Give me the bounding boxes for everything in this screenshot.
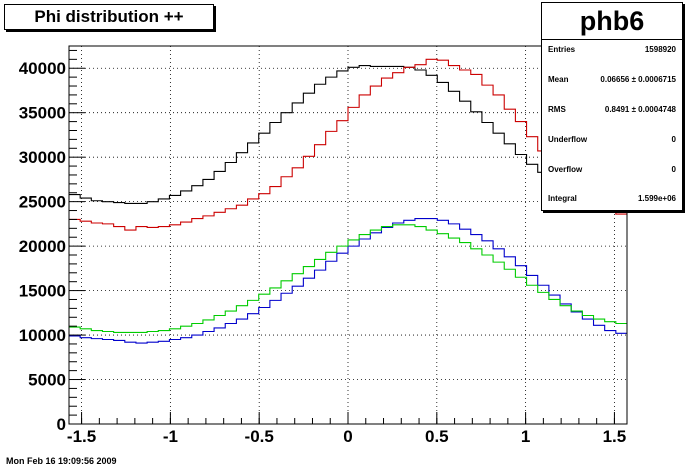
- x-tick-label: -1.5: [67, 427, 96, 446]
- stats-row-mean: Mean 0.06656 ± 0.0006715: [548, 75, 676, 84]
- y-tick-labels: 0 5000 10000 15000 20000 25000 30000 35000 40000: [19, 59, 66, 434]
- x-tick-label: 1: [521, 427, 530, 446]
- y-tick-label: 35000: [19, 104, 66, 123]
- x-tick-label: 0: [343, 427, 352, 446]
- y-tick-label: 20000: [19, 237, 66, 256]
- stats-row-integral: Integral 1.599e+06: [548, 194, 676, 203]
- series-line: [69, 65, 627, 213]
- stats-value: 0: [671, 135, 676, 144]
- stats-label: Entries: [548, 45, 576, 54]
- stats-label: Underflow: [548, 135, 588, 144]
- stats-label: Integral: [548, 194, 577, 203]
- stats-value: 1.599e+06: [637, 194, 676, 203]
- y-tick-label: 10000: [19, 326, 66, 345]
- x-tick-label: 1.5: [603, 427, 627, 446]
- y-tick-label: 40000: [19, 59, 66, 78]
- x-tick-label: 0.5: [425, 427, 449, 446]
- y-tick-label: 0: [57, 415, 66, 434]
- stats-row-entries: Entries 1598920: [548, 45, 676, 54]
- y-tick-label: 15000: [19, 282, 66, 301]
- y-tick-label: 25000: [19, 193, 66, 212]
- series-line: [69, 58, 627, 231]
- stats-value: 0: [671, 165, 676, 174]
- stats-label: RMS: [548, 105, 566, 114]
- stats-label: Mean: [548, 75, 569, 84]
- grid-lines: [69, 46, 627, 425]
- stats-row-underflow: Underflow 0: [548, 135, 676, 144]
- series-line: [69, 218, 627, 344]
- stats-box: phb6 Entries 1598920 Mean 0.06656 ± 0.00…: [541, 2, 683, 211]
- timestamp: Mon Feb 16 19:09:56 2009: [6, 456, 117, 466]
- stats-value: 0.06656 ± 0.0006715: [600, 75, 676, 84]
- stats-row-rms: RMS 0.8491 ± 0.0004748: [548, 105, 676, 114]
- stats-value: 0.8491 ± 0.0004748: [604, 105, 676, 114]
- stats-row-overflow: Overflow 0: [548, 165, 676, 174]
- y-tick-label: 30000: [19, 148, 66, 167]
- series-line: [69, 224, 627, 333]
- stats-label: Overflow: [548, 165, 583, 174]
- axis-ticks: [69, 49, 615, 425]
- histogram-name: phb6: [542, 3, 682, 40]
- y-tick-label: 5000: [28, 371, 66, 390]
- stats-value: 1598920: [644, 45, 676, 54]
- x-tick-label: -1: [163, 427, 178, 446]
- x-tick-label: -0.5: [245, 427, 274, 446]
- histogram-series: [69, 58, 627, 344]
- chart-title: Phi distribution ++: [4, 4, 214, 30]
- x-tick-labels: -1.5 -1 -0.5 0 0.5 1 1.5: [67, 427, 626, 446]
